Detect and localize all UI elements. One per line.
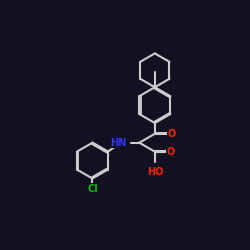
Text: Cl: Cl xyxy=(87,184,98,194)
Text: O: O xyxy=(168,129,176,139)
Text: O: O xyxy=(167,147,175,157)
Text: HN: HN xyxy=(110,138,126,148)
Text: HO: HO xyxy=(147,167,163,177)
